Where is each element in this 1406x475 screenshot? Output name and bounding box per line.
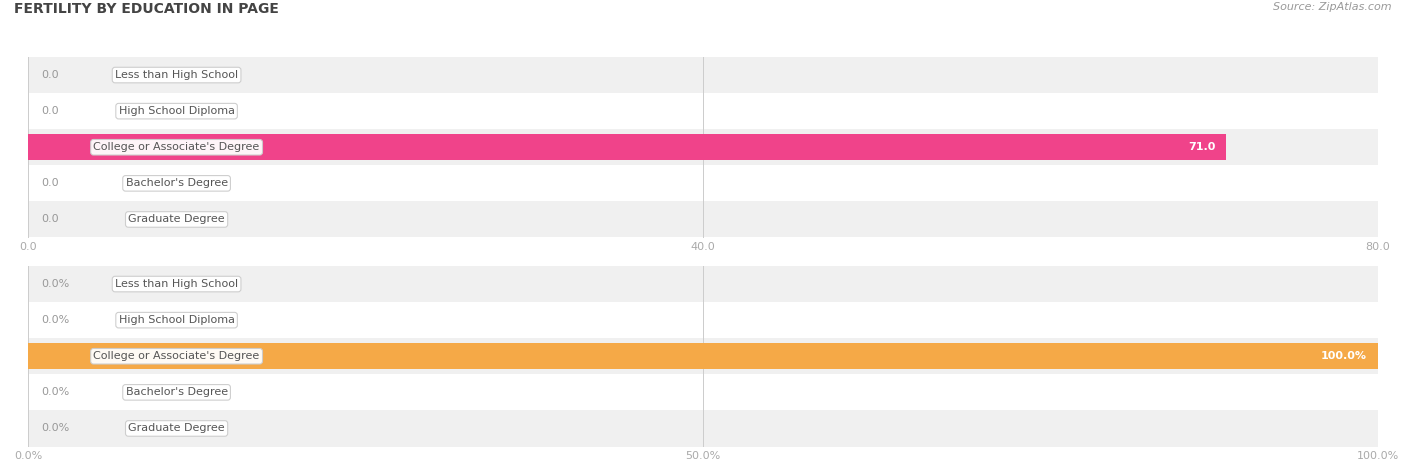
Bar [28, 134, 1226, 160]
Text: 71.0: 71.0 [1188, 142, 1215, 152]
Text: College or Associate's Degree: College or Associate's Degree [93, 351, 260, 361]
Bar [28, 338, 1378, 374]
Bar [28, 266, 1378, 302]
Bar [28, 57, 1378, 93]
Text: Bachelor's Degree: Bachelor's Degree [125, 178, 228, 189]
Text: 0.0: 0.0 [42, 214, 59, 225]
Text: 0.0: 0.0 [42, 106, 59, 116]
Text: 0.0: 0.0 [42, 178, 59, 189]
Text: Graduate Degree: Graduate Degree [128, 423, 225, 434]
Text: Graduate Degree: Graduate Degree [128, 214, 225, 225]
Bar [28, 165, 1378, 201]
Text: College or Associate's Degree: College or Associate's Degree [93, 142, 260, 152]
Bar [28, 410, 1378, 446]
Text: 0.0%: 0.0% [42, 423, 70, 434]
Text: 0.0%: 0.0% [42, 279, 70, 289]
Bar [28, 302, 1378, 338]
Text: Less than High School: Less than High School [115, 70, 238, 80]
Text: 0.0: 0.0 [42, 70, 59, 80]
Text: High School Diploma: High School Diploma [118, 315, 235, 325]
Text: 100.0%: 100.0% [1322, 351, 1367, 361]
Text: Less than High School: Less than High School [115, 279, 238, 289]
Bar [28, 374, 1378, 410]
Text: FERTILITY BY EDUCATION IN PAGE: FERTILITY BY EDUCATION IN PAGE [14, 2, 278, 16]
Bar [28, 129, 1378, 165]
Text: 0.0%: 0.0% [42, 387, 70, 398]
Text: Bachelor's Degree: Bachelor's Degree [125, 387, 228, 398]
Bar [28, 343, 1378, 369]
Text: High School Diploma: High School Diploma [118, 106, 235, 116]
Bar [28, 201, 1378, 238]
Bar [28, 93, 1378, 129]
Text: 0.0%: 0.0% [42, 315, 70, 325]
Text: Source: ZipAtlas.com: Source: ZipAtlas.com [1274, 2, 1392, 12]
